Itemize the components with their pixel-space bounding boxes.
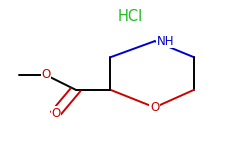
Text: O: O [51,107,60,120]
Text: O: O [150,101,159,114]
Text: O: O [41,69,50,81]
Text: HCl: HCl [117,9,142,24]
Text: NH: NH [157,35,174,48]
